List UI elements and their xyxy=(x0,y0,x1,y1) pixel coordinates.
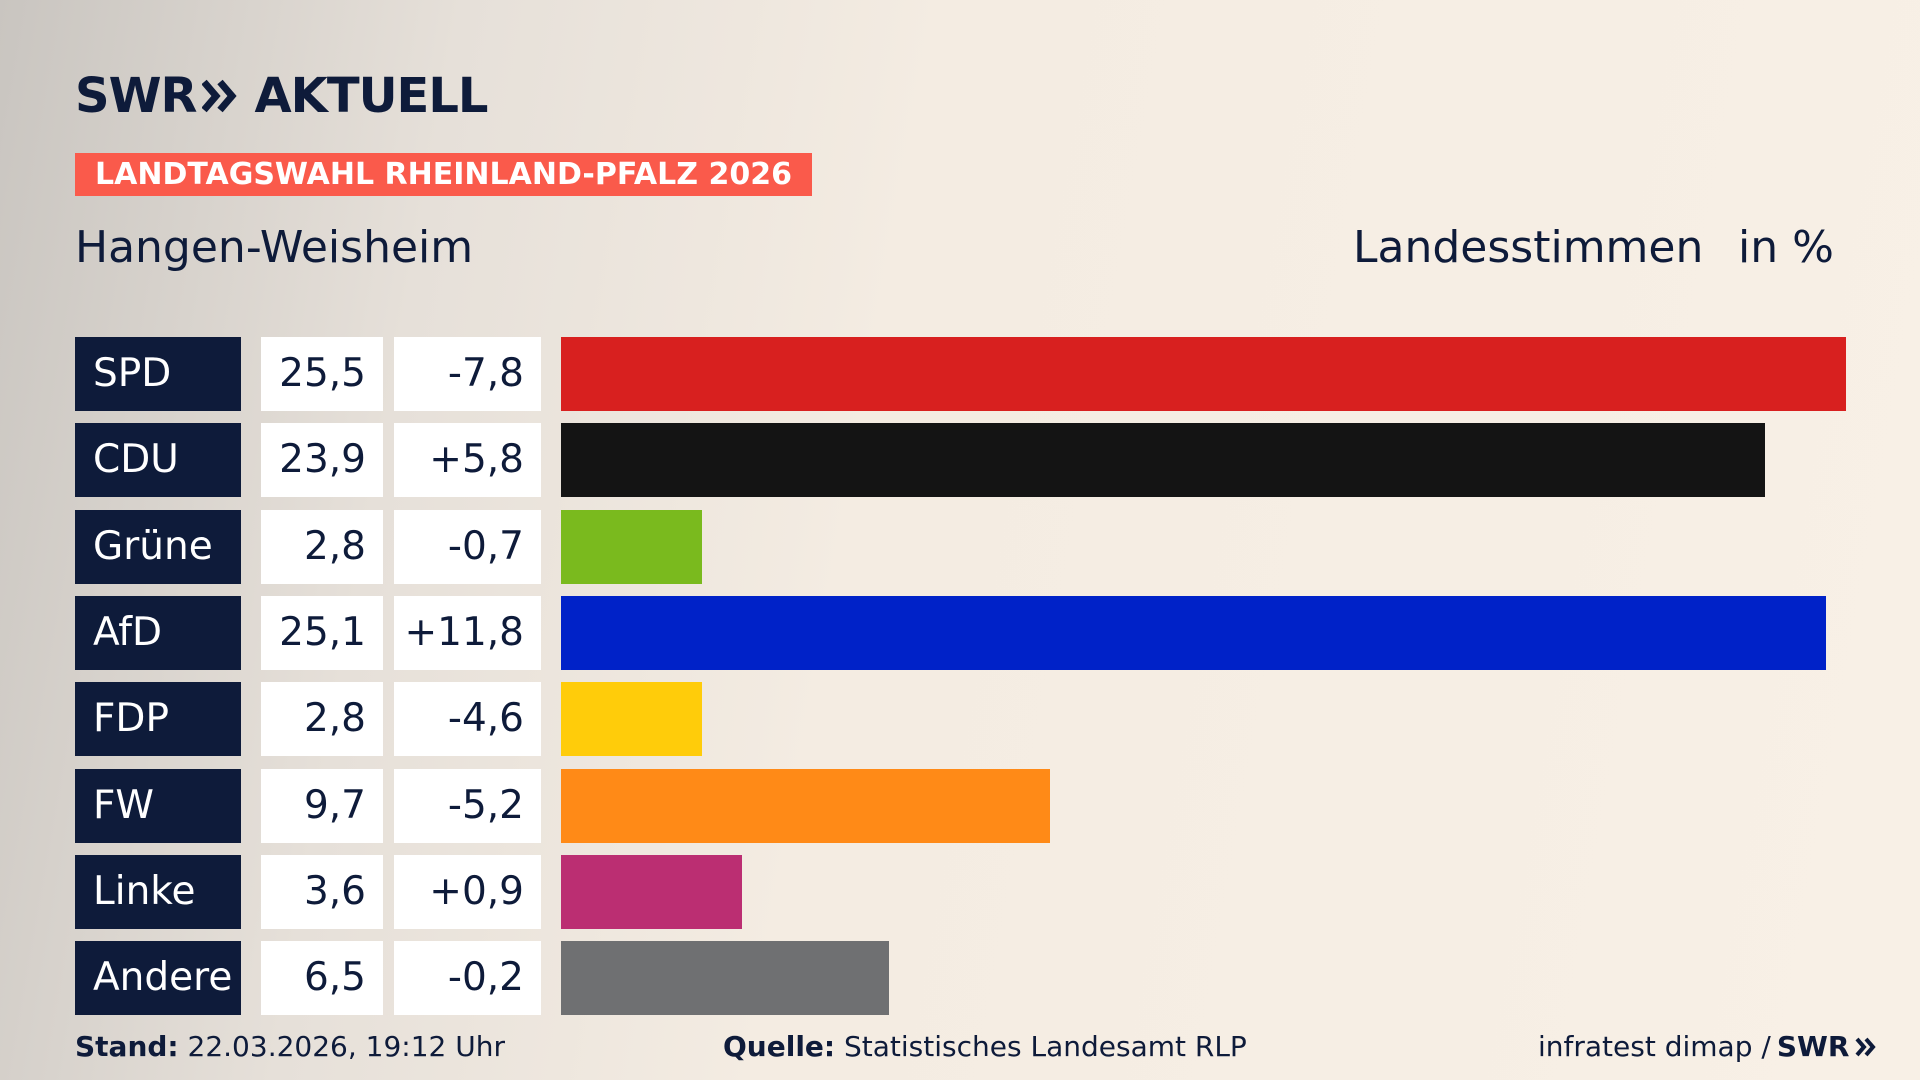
change-label: -7,8 xyxy=(394,337,541,411)
logo-chevrons xyxy=(1855,1037,1877,1056)
party-label: Linke xyxy=(75,854,241,929)
bar xyxy=(561,595,1826,670)
value-label: 2,8 xyxy=(261,509,383,584)
measure: Landesstimmen xyxy=(1353,222,1704,273)
change-label: +0,9 xyxy=(394,854,541,929)
party-label: SPD xyxy=(75,337,241,411)
party-label: CDU xyxy=(75,423,241,498)
subtitle: Hangen-Weisheim xyxy=(75,222,474,273)
bar xyxy=(561,337,1846,411)
logo-text: SWR xyxy=(75,68,197,124)
change-label: -0,7 xyxy=(394,509,541,584)
change-label: -0,2 xyxy=(394,941,541,1016)
value-label: 2,8 xyxy=(261,682,383,757)
unit: in % xyxy=(1738,222,1834,273)
party-label: AfD xyxy=(75,595,241,670)
bar xyxy=(561,509,703,584)
change-label: +5,8 xyxy=(394,423,541,498)
footer-source: Quelle: Statistisches Landesamt RLP xyxy=(723,1030,1247,1063)
date: 22.03.2026, 19:12 Uhr xyxy=(187,1030,505,1063)
logo: SWR AKTUELL xyxy=(75,68,489,124)
party-label: FW xyxy=(75,768,241,843)
bar xyxy=(561,682,703,757)
credit-logo: SWR xyxy=(1776,1030,1850,1063)
bar xyxy=(561,941,889,1016)
change-label: -5,2 xyxy=(394,768,541,843)
value-label: 23,9 xyxy=(261,423,383,498)
party-label: FDP xyxy=(75,682,241,757)
value-label: 25,5 xyxy=(261,337,383,411)
change-label: -4,6 xyxy=(394,682,541,757)
value-label: 25,1 xyxy=(261,595,383,670)
bar xyxy=(561,768,1050,843)
value-label: 9,7 xyxy=(261,768,383,843)
bar xyxy=(561,854,743,929)
source: Statistisches Landesamt RLP xyxy=(844,1030,1247,1063)
party-label: Andere xyxy=(75,941,241,1016)
footer-credit: infratest dimap / SWR xyxy=(1538,1030,1877,1063)
logo-text: AKTUELL xyxy=(254,68,488,124)
footer-stand: Stand: 22.03.2026, 19:12 Uhr xyxy=(75,1030,505,1063)
credit: infratest dimap / xyxy=(1538,1030,1771,1063)
value-label: 6,5 xyxy=(261,941,383,1016)
label: Quelle: xyxy=(723,1030,836,1063)
change-label: +11,8 xyxy=(394,595,541,670)
value-label: 3,6 xyxy=(261,854,383,929)
label: Stand: xyxy=(75,1030,179,1063)
chart-title: LANDTAGSWAHL RHEINLAND-PFALZ 2026 xyxy=(75,153,812,196)
party-label: Grüne xyxy=(75,509,241,584)
logo-chevrons xyxy=(202,79,238,113)
bar xyxy=(561,423,1766,498)
